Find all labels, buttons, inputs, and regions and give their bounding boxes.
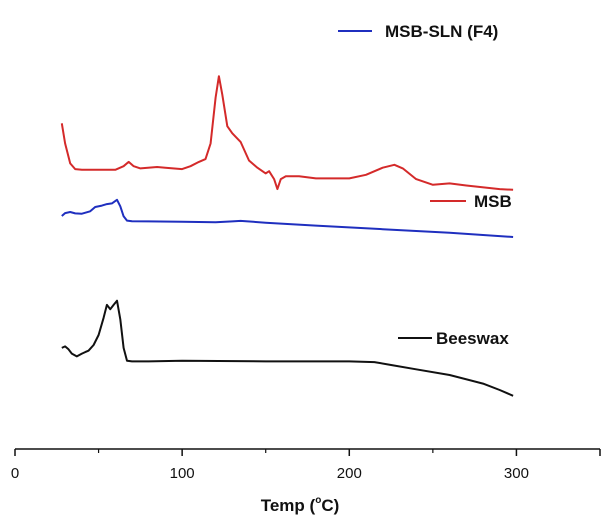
legend-label: MSB-SLN (F4) (385, 22, 498, 41)
x-axis-unit-degree: o (315, 495, 321, 506)
x-axis-ticks: 0 100 200 300 (11, 449, 601, 482)
series-line-beeswax (61, 299, 514, 397)
x-tick-label: 0 (11, 465, 19, 482)
x-axis-title: Temp (oC) (261, 495, 340, 515)
series-layer (60, 75, 514, 397)
x-axis-title-main: Temp (261, 496, 305, 515)
x-tick-label: 200 (337, 465, 362, 482)
legend-label: MSB (474, 192, 512, 211)
x-tick-label: 300 (504, 465, 529, 482)
series-line-msb-sln-f4 (61, 198, 514, 238)
legend: MSB-SLN (F4) MSB Beeswax (338, 22, 512, 348)
x-tick-label: 100 (170, 465, 195, 482)
x-axis-unit: C (321, 496, 333, 515)
legend-label: Beeswax (436, 329, 509, 348)
series-line-msb (60, 75, 514, 191)
